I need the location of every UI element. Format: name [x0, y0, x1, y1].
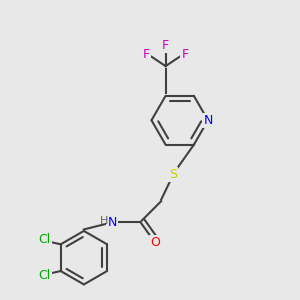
- Text: F: F: [162, 39, 169, 52]
- Text: Cl: Cl: [38, 233, 50, 246]
- Text: O: O: [150, 236, 160, 249]
- Text: S: S: [169, 168, 177, 181]
- Text: H: H: [100, 215, 108, 226]
- Text: Cl: Cl: [38, 269, 50, 282]
- Text: F: F: [182, 48, 188, 61]
- Text: F: F: [143, 48, 150, 61]
- Text: N: N: [203, 114, 213, 127]
- Text: N: N: [107, 215, 117, 229]
